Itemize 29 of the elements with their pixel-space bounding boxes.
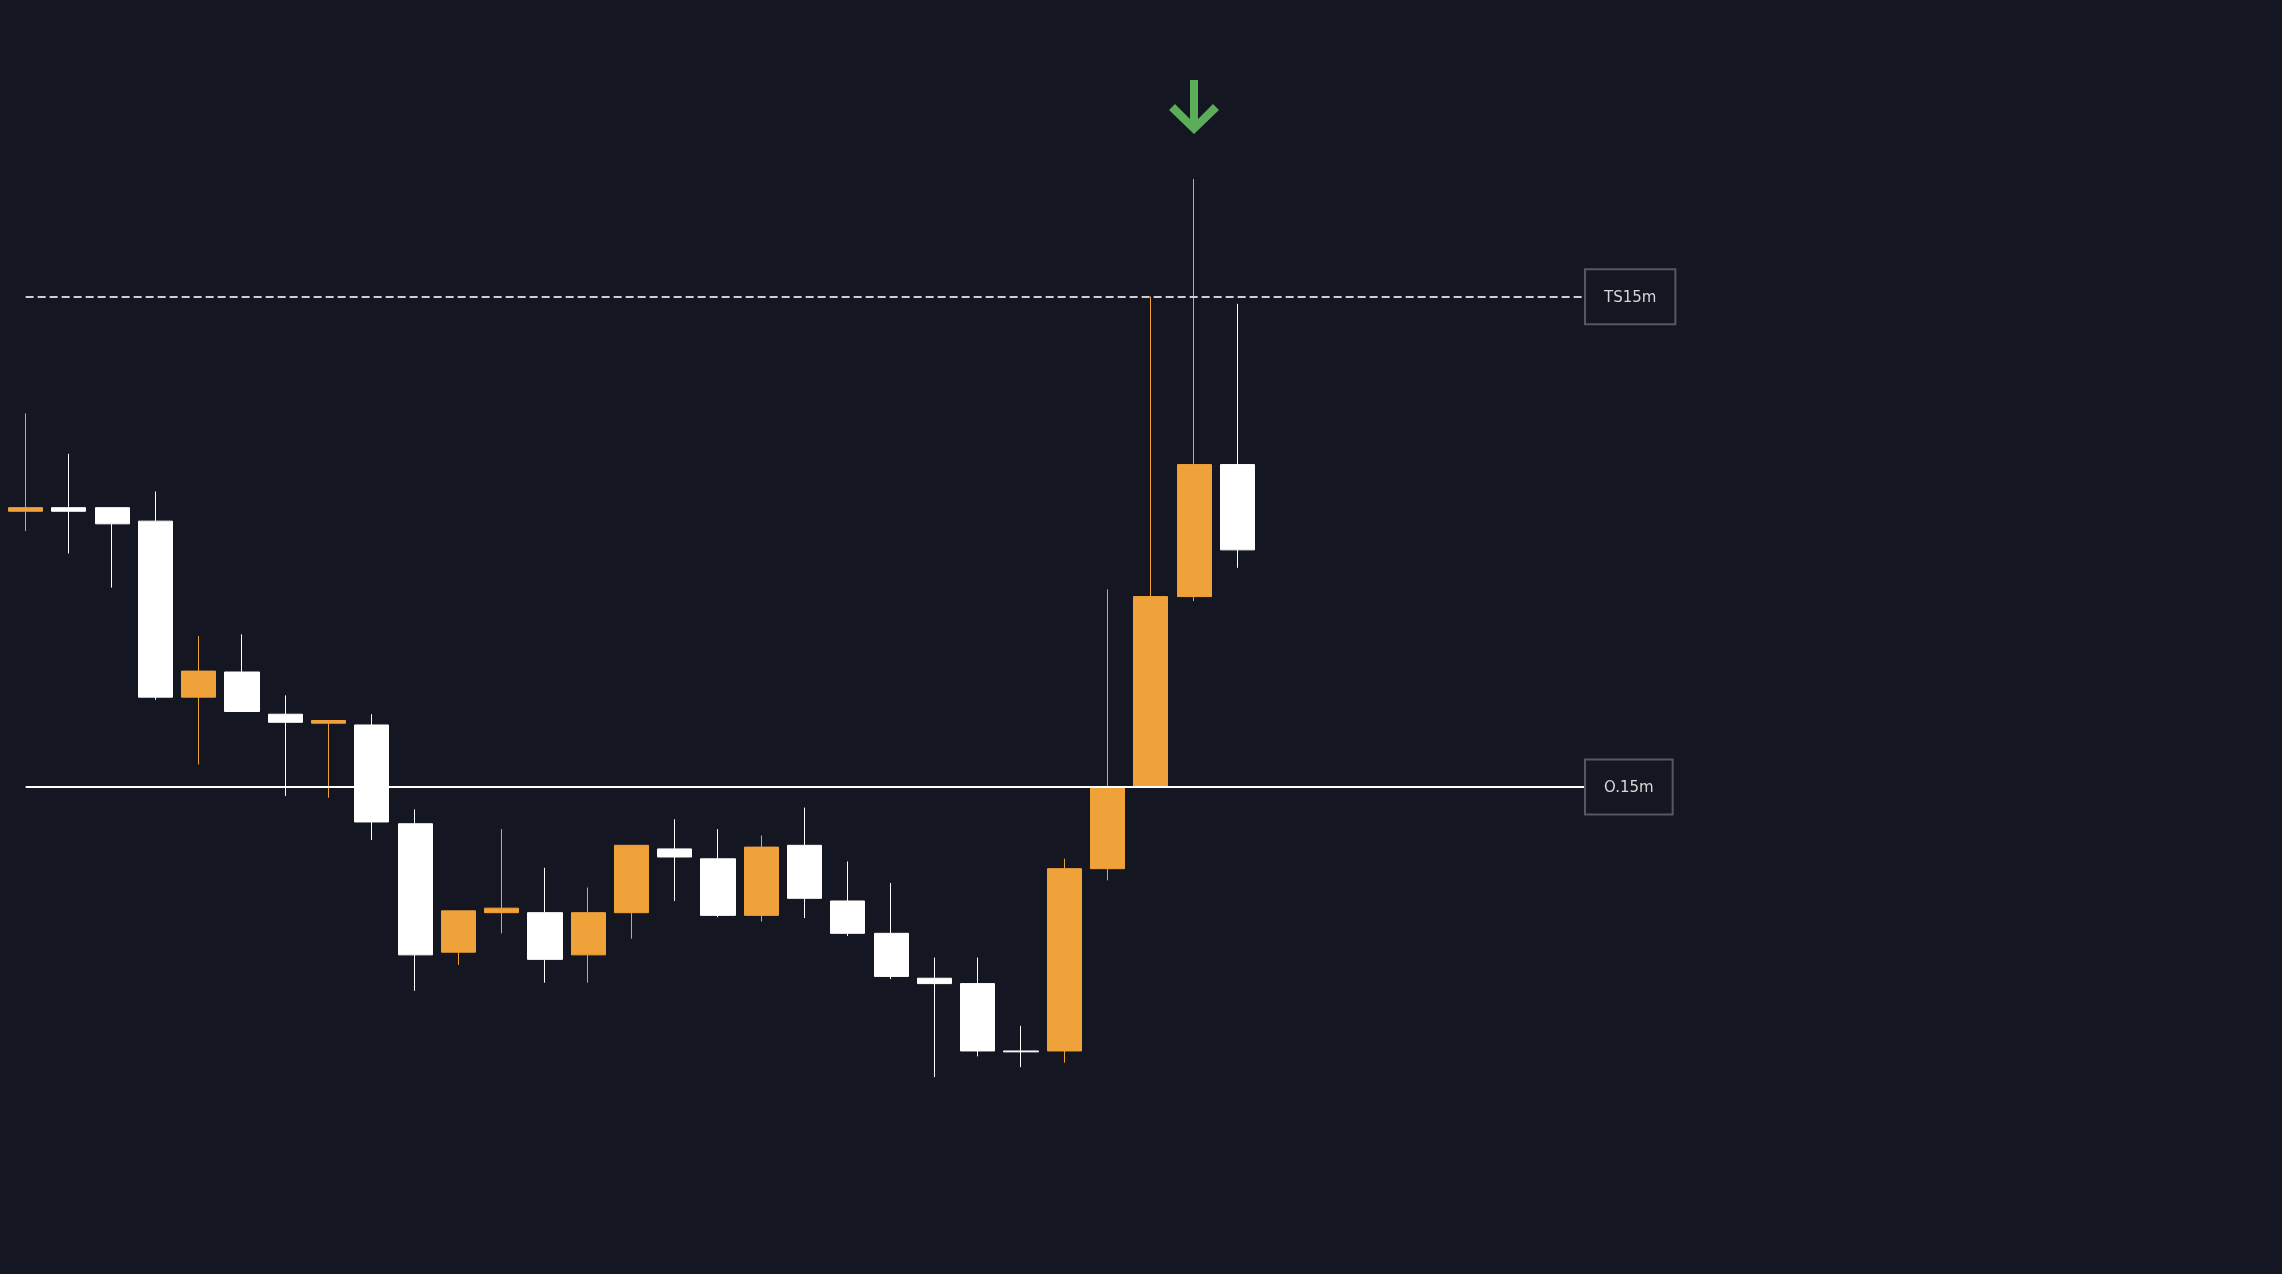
candlestick xyxy=(830,860,865,937)
candlestick xyxy=(1177,178,1212,602)
candlestick xyxy=(1003,1025,1039,1068)
candlestick xyxy=(571,887,606,984)
candlestick xyxy=(51,453,86,554)
candlestick xyxy=(874,882,909,980)
candlestick xyxy=(311,719,346,799)
candlestick xyxy=(527,867,563,984)
candlestick xyxy=(224,633,260,713)
candlestick xyxy=(1090,588,1125,881)
candlestick xyxy=(657,818,692,902)
candlestick xyxy=(441,910,476,966)
candlestick xyxy=(181,635,216,765)
candlestick xyxy=(1047,858,1082,1064)
candlestick xyxy=(614,844,649,940)
ref-line-label: O.15m xyxy=(1604,777,1654,796)
candlestick xyxy=(960,957,995,1057)
candlestick xyxy=(95,507,130,589)
candlestick xyxy=(398,808,433,992)
ref-line-label: TS15m xyxy=(1603,287,1657,306)
candlestick xyxy=(744,834,779,923)
candlestick xyxy=(1220,303,1255,569)
candlestick xyxy=(484,828,519,934)
candlestick xyxy=(700,828,736,918)
candlestick xyxy=(138,491,173,701)
candlestick xyxy=(917,957,952,1078)
candlestick xyxy=(787,807,822,919)
candlestick xyxy=(1133,296,1168,788)
candlestick xyxy=(8,412,43,532)
